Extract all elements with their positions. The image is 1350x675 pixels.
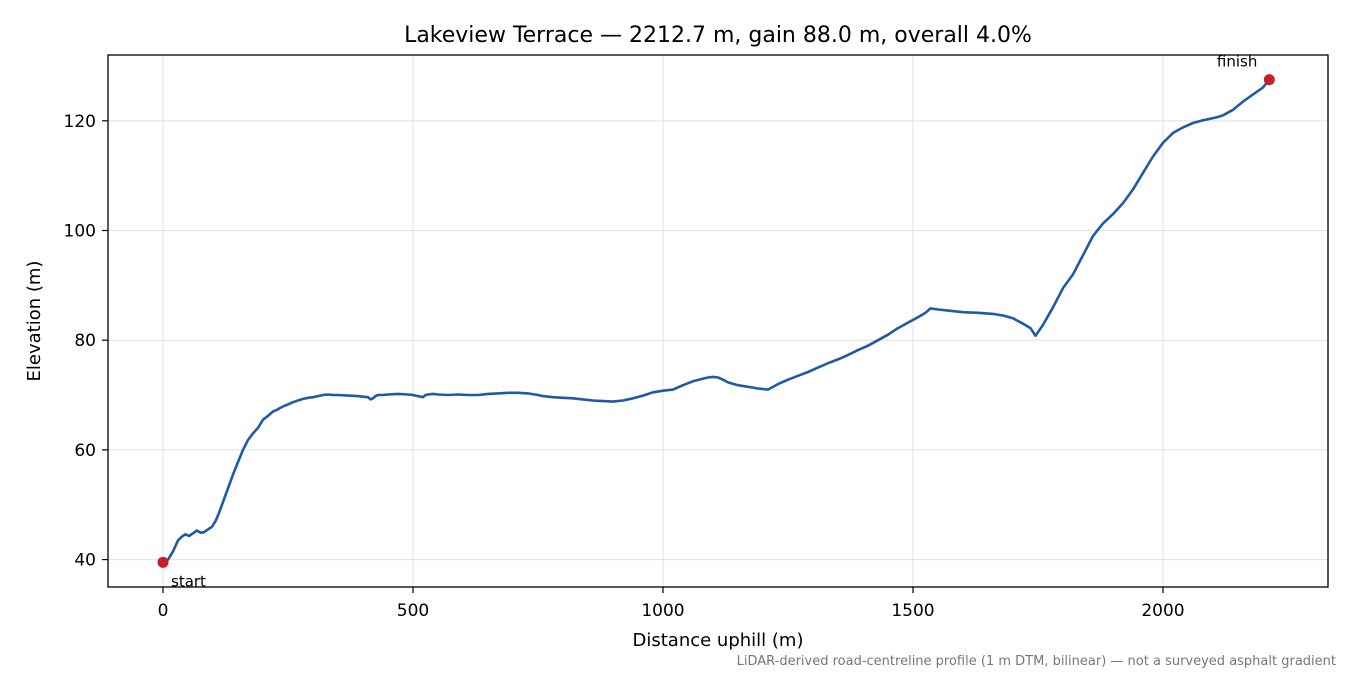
elevation-line <box>161 78 1271 564</box>
x-tick-label: 0 <box>158 601 169 621</box>
y-axis-ticks: 40 60 80 100 120 <box>64 112 108 571</box>
start-label: start <box>171 572 206 590</box>
start-marker <box>157 556 169 568</box>
chart-title: Lakeview Terrace — 2212.7 m, gain 88.0 m… <box>404 23 1032 48</box>
x-tick-label: 2000 <box>1141 601 1184 621</box>
line-layer <box>161 78 1271 564</box>
x-axis-ticks: 0 500 1000 1500 2000 <box>158 587 1185 621</box>
finish-marker <box>1263 74 1275 86</box>
chart-footnote: LiDAR-derived road-centreline profile (1… <box>737 654 1336 669</box>
y-tick-label: 120 <box>64 112 96 132</box>
x-axis-label: Distance uphill (m) <box>633 630 804 651</box>
y-tick-label: 100 <box>64 222 96 242</box>
x-tick-label: 1000 <box>641 601 684 621</box>
x-tick-label: 1500 <box>891 601 934 621</box>
finish-label: finish <box>1217 53 1257 71</box>
y-tick-label: 60 <box>74 441 96 461</box>
plot-frame <box>107 54 1329 588</box>
y-tick-label: 40 <box>74 551 96 571</box>
marker-layer: start finish <box>157 53 1275 590</box>
x-tick-label: 500 <box>397 601 429 621</box>
grid <box>108 55 1328 587</box>
y-tick-label: 80 <box>74 331 96 351</box>
y-axis-label: Elevation (m) <box>24 261 45 382</box>
